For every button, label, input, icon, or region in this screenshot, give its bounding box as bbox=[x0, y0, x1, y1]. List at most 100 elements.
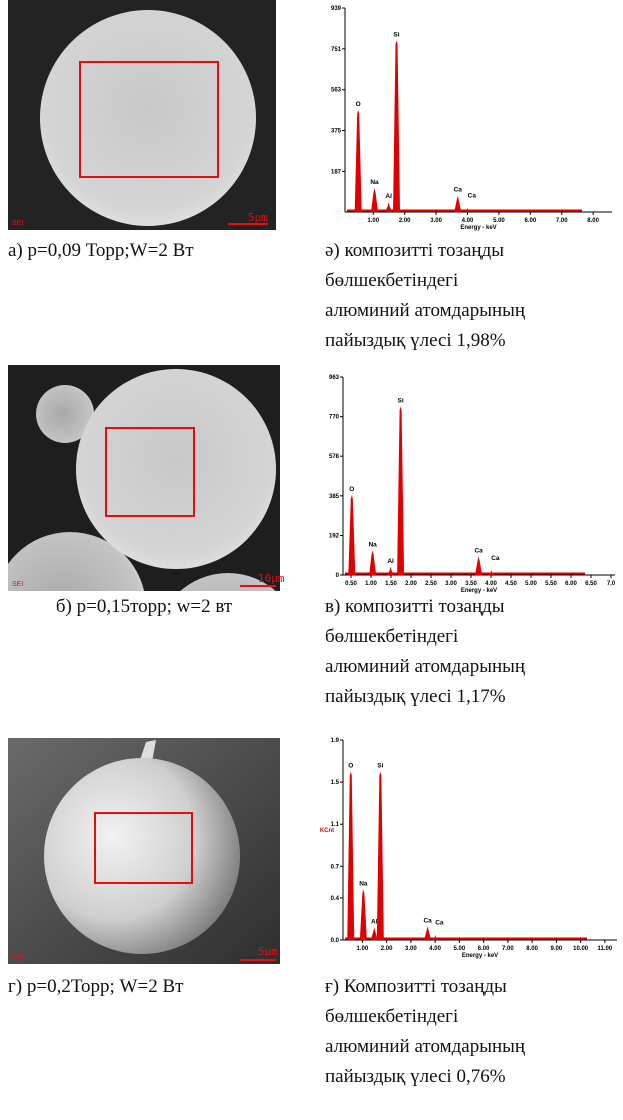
caption-line: пайыздық үлесі 0,76% bbox=[325, 1066, 506, 1087]
x-tick-label: 2.00 bbox=[381, 946, 393, 952]
peak-label: Si bbox=[398, 397, 404, 404]
caption-line: пайыздық үлесі 1,98% bbox=[325, 330, 506, 351]
peak-label: Al bbox=[385, 193, 392, 200]
caption: б) р=0,15торр; w=2 вт bbox=[56, 596, 233, 617]
sem-image bbox=[8, 0, 276, 230]
x-tick-label: 1.00 bbox=[365, 581, 377, 587]
caption: а) р=0,09 Торр;W=2 Вт bbox=[8, 240, 194, 261]
peak bbox=[424, 926, 432, 940]
peak bbox=[475, 556, 483, 575]
x-tick-label: 7.00 bbox=[556, 218, 568, 224]
caption-line: ә) композитті тозаңды bbox=[325, 240, 504, 261]
x-tick-label: 2.00 bbox=[405, 581, 417, 587]
caption-line: пайыздық үлесі 1,17% bbox=[325, 686, 506, 707]
x-tick-label: 4.50 bbox=[505, 581, 517, 587]
caption-line: в) композитті тозаңды bbox=[325, 596, 505, 617]
x-tick-label: 1.50 bbox=[385, 581, 397, 587]
x-tick-label: 6.00 bbox=[524, 218, 536, 224]
x-tick-label: 3.00 bbox=[405, 946, 417, 952]
caption-line: алюминий атомдарының bbox=[325, 656, 525, 677]
peak-label: Na bbox=[368, 541, 377, 548]
x-axis-label: Energy - keV bbox=[461, 588, 497, 594]
peak bbox=[431, 934, 439, 940]
peak bbox=[359, 889, 367, 940]
detector-label: SEI bbox=[12, 581, 23, 588]
y-tick-label: 0.4 bbox=[331, 896, 340, 902]
y-tick-label: 1.9 bbox=[331, 738, 340, 744]
x-tick-label: 3.50 bbox=[465, 581, 477, 587]
peak bbox=[371, 188, 379, 212]
x-tick-label: 6.00 bbox=[478, 946, 490, 952]
y-tick-label: 1.1 bbox=[331, 822, 340, 828]
x-tick-label: 4.00 bbox=[429, 946, 441, 952]
peak bbox=[393, 40, 401, 212]
peak bbox=[347, 771, 355, 940]
x-tick-label: 2.00 bbox=[399, 218, 411, 224]
caption-line: алюминий атомдарының bbox=[325, 300, 525, 321]
y-tick-label: 187 bbox=[331, 169, 342, 175]
detector-label: SEI bbox=[12, 220, 23, 227]
peak-label: Si bbox=[393, 31, 399, 38]
y-tick-label: 192 bbox=[329, 534, 340, 540]
x-tick-label: 0.50 bbox=[345, 581, 357, 587]
peak bbox=[464, 207, 472, 212]
scale-label: 5µm bbox=[248, 211, 268, 224]
x-axis-label: Energy - keV bbox=[460, 225, 496, 231]
peak-label: Si bbox=[377, 763, 383, 770]
x-axis-label: Energy - keV bbox=[462, 953, 498, 959]
x-tick-label: 7.0 bbox=[607, 581, 616, 587]
x-tick-label: 6.00 bbox=[565, 581, 577, 587]
x-tick-label: 8.00 bbox=[587, 218, 599, 224]
peak-label: O bbox=[349, 486, 354, 493]
peak bbox=[376, 771, 384, 940]
caption-line: алюминий атомдарының bbox=[325, 1036, 525, 1057]
peak bbox=[454, 195, 462, 212]
x-tick-label: 4.00 bbox=[485, 581, 497, 587]
x-tick-label: 2.50 bbox=[425, 581, 437, 587]
caption: г) р=0,2Торр; W=2 Вт bbox=[8, 976, 184, 997]
x-tick-label: 9.00 bbox=[551, 946, 563, 952]
peak bbox=[348, 494, 356, 575]
x-tick-label: 3.00 bbox=[430, 218, 442, 224]
peak bbox=[387, 566, 395, 575]
y-tick-label: 963 bbox=[329, 375, 340, 381]
peak bbox=[385, 202, 393, 212]
y-tick-label: 578 bbox=[329, 454, 340, 460]
x-tick-label: 1.00 bbox=[367, 218, 379, 224]
x-tick-label: 3.00 bbox=[445, 581, 457, 587]
peak bbox=[370, 927, 378, 940]
y-tick-label: 0 bbox=[336, 573, 340, 579]
peak-label: Na bbox=[359, 880, 368, 887]
scale-label: 5µm bbox=[258, 945, 278, 958]
x-tick-label: 7.00 bbox=[502, 946, 514, 952]
peak-label: Ca bbox=[435, 920, 444, 927]
peak bbox=[487, 569, 495, 575]
y-tick-label: 751 bbox=[331, 47, 342, 53]
peak-label: Al bbox=[371, 918, 378, 925]
y-tick-label: 385 bbox=[329, 494, 340, 500]
x-tick-label: 5.50 bbox=[545, 581, 557, 587]
caption-line: бөлшекбетіндегі bbox=[325, 1006, 458, 1027]
x-tick-label: 5.00 bbox=[525, 581, 537, 587]
y-tick-label: 0.0 bbox=[331, 938, 340, 944]
y-axis-label: KCnt bbox=[320, 828, 334, 834]
peak-label: Ca bbox=[468, 193, 477, 200]
y-tick-label: 375 bbox=[331, 129, 342, 135]
sem-image bbox=[8, 738, 280, 964]
y-tick-label: 563 bbox=[331, 88, 342, 94]
peak-label: Ca bbox=[423, 917, 432, 924]
x-tick-label: 6.50 bbox=[585, 581, 597, 587]
y-tick-label: 939 bbox=[331, 6, 342, 12]
peak-label: O bbox=[356, 101, 361, 108]
scale-label: 10µm bbox=[258, 572, 285, 585]
x-tick-label: 8.00 bbox=[526, 946, 538, 952]
peak bbox=[397, 406, 405, 575]
peak-label: Ca bbox=[454, 187, 463, 194]
x-tick-label: 4.00 bbox=[462, 218, 474, 224]
y-tick-label: 0.7 bbox=[331, 864, 340, 870]
peak-label: Ca bbox=[474, 547, 483, 554]
x-tick-label: 11.00 bbox=[598, 946, 613, 952]
peak bbox=[369, 550, 377, 575]
